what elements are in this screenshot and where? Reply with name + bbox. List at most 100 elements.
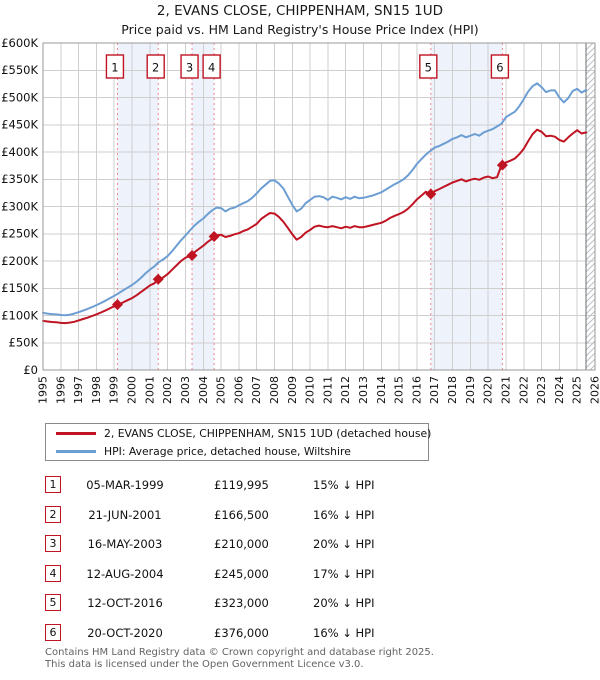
sale-marker [208, 230, 220, 242]
y-axis-tick-label: £600K [1, 36, 38, 50]
chart-legend: 2, EVANS CLOSE, CHIPPENHAM, SN15 1UD (de… [45, 423, 431, 461]
y-axis-tick-label: £50K [9, 336, 39, 350]
y-axis-tick-label: £200K [1, 254, 38, 268]
sale-number-flag-label: 6 [496, 61, 503, 75]
y-axis-tick-label: £550K [1, 63, 38, 77]
sale-row-5: 5 12-OCT-2016 £323,000 20% ↓ HPI [45, 588, 565, 618]
sale-vs-hpi: 20% ↓ HPI [313, 537, 375, 551]
property-price-line [42, 128, 588, 325]
sale-number-flag-label: 5 [425, 61, 432, 75]
x-axis-tick-label: 2018 [446, 376, 459, 404]
chart-subtitle: Price paid vs. HM Land Registry's House … [121, 22, 479, 37]
x-axis-tick-label: 2004 [197, 376, 210, 404]
y-axis-tick-label: £300K [1, 199, 38, 213]
sales-table: 1 05-MAR-1999 £119,995 15% ↓ HPI 2 21-JU… [45, 470, 565, 647]
sale-number-flag [419, 54, 438, 79]
sale-row-6: 6 20-OCT-2020 £376,000 16% ↓ HPI [45, 618, 565, 648]
legend-label-hpi: HPI: Average price, detached house, Wilt… [104, 444, 351, 458]
x-axis-tick-label: 2024 [553, 376, 566, 404]
x-axis-tick-label: 2002 [161, 376, 174, 404]
sale-price: £245,000 [214, 566, 269, 581]
y-axis-tick-label: £350K [1, 172, 38, 186]
y-axis-tick-label: £500K [1, 90, 38, 104]
sale-number-flag-label: 2 [152, 61, 159, 75]
ownership-period-band [430, 43, 503, 370]
plot-border [42, 42, 596, 371]
sale-number-flag-label: 3 [186, 61, 193, 75]
sale-vs-hpi: 20% ↓ HPI [313, 596, 375, 610]
x-axis-tick-label: 2009 [286, 376, 299, 404]
sale-price: £166,500 [214, 507, 269, 522]
x-axis-tick-label: 2012 [339, 376, 352, 404]
footer-line-2: This data is licensed under the Open Gov… [45, 658, 364, 670]
sale-number-flag [202, 54, 221, 79]
x-axis-tick-label: 2003 [179, 376, 192, 404]
x-axis-tick-label: 2025 [571, 376, 584, 404]
sale-number-flag [105, 54, 125, 79]
sale-date: 20-OCT-2020 [87, 625, 163, 640]
hpi-line-swatch [56, 449, 96, 453]
sale-vs-hpi: 16% ↓ HPI [313, 507, 375, 522]
x-axis-tick-label: 2022 [517, 376, 530, 404]
sale-number-flag [180, 54, 199, 79]
sale-date: 05-MAR-1999 [86, 478, 164, 492]
x-axis-tick-label: 2017 [428, 376, 441, 404]
legend-item-hpi: HPI: Average price, detached house, Wilt… [46, 442, 428, 460]
x-axis-tick-label: 2005 [215, 376, 228, 404]
sale-marker [152, 273, 164, 285]
sale-price: £210,000 [214, 537, 269, 551]
sale-vs-hpi: 15% ↓ HPI [313, 478, 375, 492]
sale-number-badge: 5 [45, 594, 61, 611]
sale-number-badge: 3 [45, 535, 61, 552]
sale-date: 16-MAY-2003 [87, 537, 163, 551]
sale-marker [425, 188, 437, 200]
y-axis-tick-label: £450K [1, 118, 38, 132]
property-line-swatch [56, 431, 96, 435]
x-axis-tick-label: 2015 [393, 376, 406, 404]
x-axis-tick-label: 2016 [410, 376, 423, 404]
x-axis-tick-label: 2019 [464, 376, 477, 404]
x-axis-tick-label: 2007 [250, 376, 263, 404]
x-axis-tick-label: 1997 [72, 376, 85, 404]
x-axis-tick-label: 2011 [321, 376, 334, 404]
ownership-period-band [192, 43, 215, 370]
x-axis-tick-label: 2010 [304, 376, 317, 404]
sale-number-badge: 1 [45, 476, 61, 493]
x-axis-tick-label: 1995 [37, 376, 50, 404]
sale-row-1: 1 05-MAR-1999 £119,995 15% ↓ HPI [45, 470, 565, 500]
sale-number-badge: 2 [45, 505, 61, 523]
sale-row-3: 3 16-MAY-2003 £210,000 20% ↓ HPI [45, 529, 565, 559]
y-axis-tick-label: £150K [1, 281, 38, 295]
y-axis-tick-label: £0 [23, 363, 38, 377]
sale-price: £376,000 [214, 625, 269, 640]
sale-date: 12-OCT-2016 [87, 596, 163, 610]
x-axis-tick-label: 1996 [54, 376, 67, 404]
sale-date: 12-AUG-2004 [86, 566, 164, 581]
footer-line-1: Contains HM Land Registry data © Crown c… [45, 647, 434, 658]
x-axis-tick-label: 1998 [90, 376, 103, 404]
sale-marker [111, 299, 123, 311]
chart-title: 2, EVANS CLOSE, CHIPPENHAM, SN15 1UD [156, 3, 444, 19]
x-axis-tick-label: 2000 [126, 376, 139, 404]
x-axis-tick-label: 2014 [375, 376, 388, 404]
x-axis-tick-label: 2001 [143, 376, 156, 404]
sale-vs-hpi: 16% ↓ HPI [313, 625, 375, 640]
y-axis-tick-label: £400K [1, 145, 38, 159]
x-axis-tick-label: 2020 [482, 376, 495, 404]
grid-lines [42, 42, 596, 371]
y-axis-tick-label: £100K [1, 308, 38, 322]
sale-number-badge: 4 [45, 564, 61, 582]
sale-vs-hpi: 17% ↓ HPI [313, 566, 375, 581]
ownership-period-band [117, 43, 159, 370]
x-axis-tick-label: 2013 [357, 376, 370, 404]
x-axis-tick-label: 2023 [535, 376, 548, 404]
sale-number-badge: 6 [45, 623, 61, 641]
x-axis-tick-label: 1999 [108, 376, 121, 404]
sale-row-2: 2 21-JUN-2001 £166,500 16% ↓ HPI [45, 500, 565, 530]
x-axis-tick-label: 2006 [232, 376, 245, 404]
sale-marker [496, 159, 508, 171]
sale-number-flag [146, 54, 165, 79]
x-axis-tick-label: 2021 [499, 376, 512, 404]
future-hatch-area [586, 43, 595, 370]
